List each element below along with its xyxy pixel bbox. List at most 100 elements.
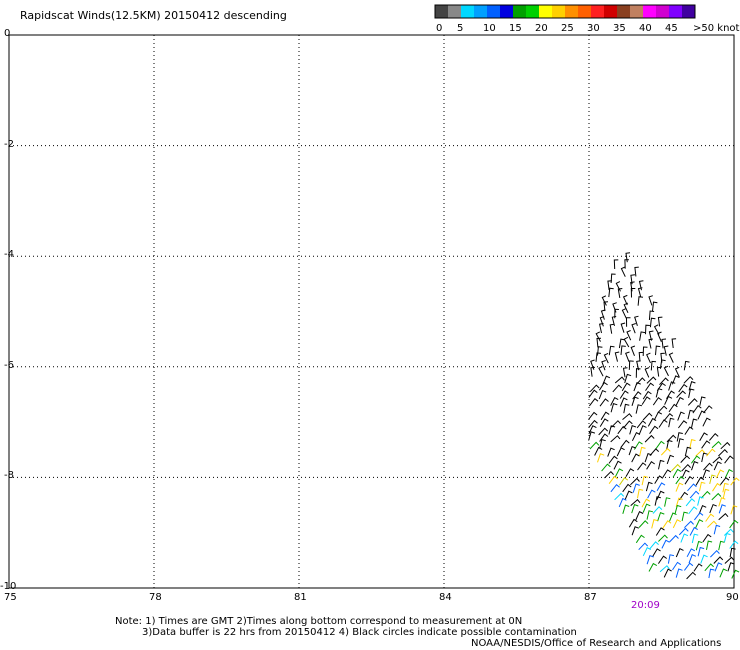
wind-barb xyxy=(671,338,677,349)
wind-barb xyxy=(624,259,629,269)
wind-barb xyxy=(713,461,722,471)
colorbar-segment xyxy=(448,5,462,18)
wind-barb xyxy=(614,468,624,478)
wind-barb xyxy=(614,308,619,319)
wind-barb xyxy=(644,452,652,463)
colorbar-label: 30 xyxy=(587,23,600,34)
wind-barb xyxy=(688,381,696,391)
wind-barb xyxy=(688,506,698,515)
wind-barb xyxy=(699,481,706,492)
wind-barb xyxy=(654,475,664,484)
wind-barb xyxy=(638,425,647,435)
wind-barb xyxy=(649,425,659,434)
wind-barb xyxy=(599,433,609,442)
wind-barb xyxy=(588,419,598,428)
wind-barb xyxy=(663,365,669,377)
wind-barb xyxy=(677,438,684,448)
wind-barb xyxy=(607,447,615,457)
wind-barb xyxy=(684,426,694,435)
colorbar-segment xyxy=(656,5,670,18)
wind-barb xyxy=(642,412,653,421)
wind-barb xyxy=(683,376,694,384)
wind-barb xyxy=(599,323,604,334)
wind-barb xyxy=(628,518,638,528)
wind-barb xyxy=(618,338,625,349)
wind-barb xyxy=(659,359,666,369)
wind-barb xyxy=(636,360,641,371)
wind-barb xyxy=(610,435,621,443)
wind-barb xyxy=(599,438,606,449)
wind-barb xyxy=(588,411,598,420)
wind-barb xyxy=(661,539,670,549)
wind-barb xyxy=(623,420,633,429)
lon-tick-label: 75 xyxy=(4,592,17,603)
wind-barb xyxy=(723,532,731,543)
wind-barb xyxy=(628,360,634,370)
wind-barb xyxy=(588,431,596,441)
wind-barb xyxy=(624,490,633,500)
wind-barb xyxy=(724,469,733,479)
wind-barb xyxy=(645,324,650,335)
wind-barb xyxy=(668,403,678,413)
wind-barb xyxy=(601,463,611,472)
wind-barb xyxy=(637,287,643,298)
wind-barb xyxy=(681,511,689,522)
lat-tick-label: -8 xyxy=(4,470,14,482)
wind-barb xyxy=(621,308,627,319)
wind-barb xyxy=(720,441,731,450)
wind-barb xyxy=(711,492,722,501)
wind-barb xyxy=(695,476,705,486)
wind-speed-colorbar: 0 5 10 15 20 25 30 35 40 45 >50 knots xyxy=(434,4,740,34)
wind-barb xyxy=(691,455,701,464)
wind-barb xyxy=(722,488,730,499)
wind-barb xyxy=(639,331,646,341)
wind-barb xyxy=(589,384,600,393)
wind-barb xyxy=(648,295,653,306)
wind-barb xyxy=(704,563,714,572)
wind-barb xyxy=(697,546,705,557)
wind-barb xyxy=(671,463,681,472)
colorbar-segment xyxy=(578,5,592,18)
wind-barb xyxy=(713,524,721,535)
wind-barb xyxy=(724,556,735,564)
wind-barb xyxy=(691,418,698,429)
wind-barb xyxy=(622,413,633,420)
wind-barb xyxy=(637,488,644,499)
footer-note-line1: Note: 1) Times are GMT 2)Times along bot… xyxy=(115,616,523,627)
wind-barb xyxy=(634,315,639,326)
colorbar-segment xyxy=(552,5,566,18)
wind-barb xyxy=(642,390,652,400)
wind-barb xyxy=(622,483,632,493)
wind-barb xyxy=(599,398,609,407)
wind-barb xyxy=(709,432,719,441)
wind-barb xyxy=(675,568,683,578)
wind-barb xyxy=(638,280,644,291)
wind-barb xyxy=(672,468,682,478)
wind-barb xyxy=(667,554,675,564)
map-title: Rapidscat Winds(12.5KM) 20150412 descend… xyxy=(20,9,287,22)
wind-barb xyxy=(650,360,657,371)
wind-barb xyxy=(596,337,602,348)
wind-barb xyxy=(686,571,697,580)
wind-barb xyxy=(610,402,618,413)
wind-barb xyxy=(601,360,606,371)
footer-credit: NOAA/NESDIS/Office of Research and Appli… xyxy=(471,638,722,649)
wind-barb xyxy=(630,477,640,486)
colorbar-segment xyxy=(513,5,527,18)
colorbar-segment xyxy=(643,5,657,18)
wind-barb xyxy=(715,469,725,479)
wind-barb xyxy=(631,432,641,442)
wind-barb xyxy=(599,418,609,427)
wind-barb xyxy=(656,490,665,500)
wind-barb xyxy=(648,330,654,341)
wind-barb xyxy=(646,460,655,470)
wind-barb xyxy=(714,562,723,572)
wind-barb xyxy=(608,287,614,298)
wind-barb xyxy=(692,404,702,414)
wind-barb xyxy=(631,503,639,514)
wind-barb xyxy=(666,454,675,465)
wind-barb xyxy=(610,397,619,406)
wind-barb xyxy=(675,497,683,507)
wind-barb xyxy=(695,519,704,529)
